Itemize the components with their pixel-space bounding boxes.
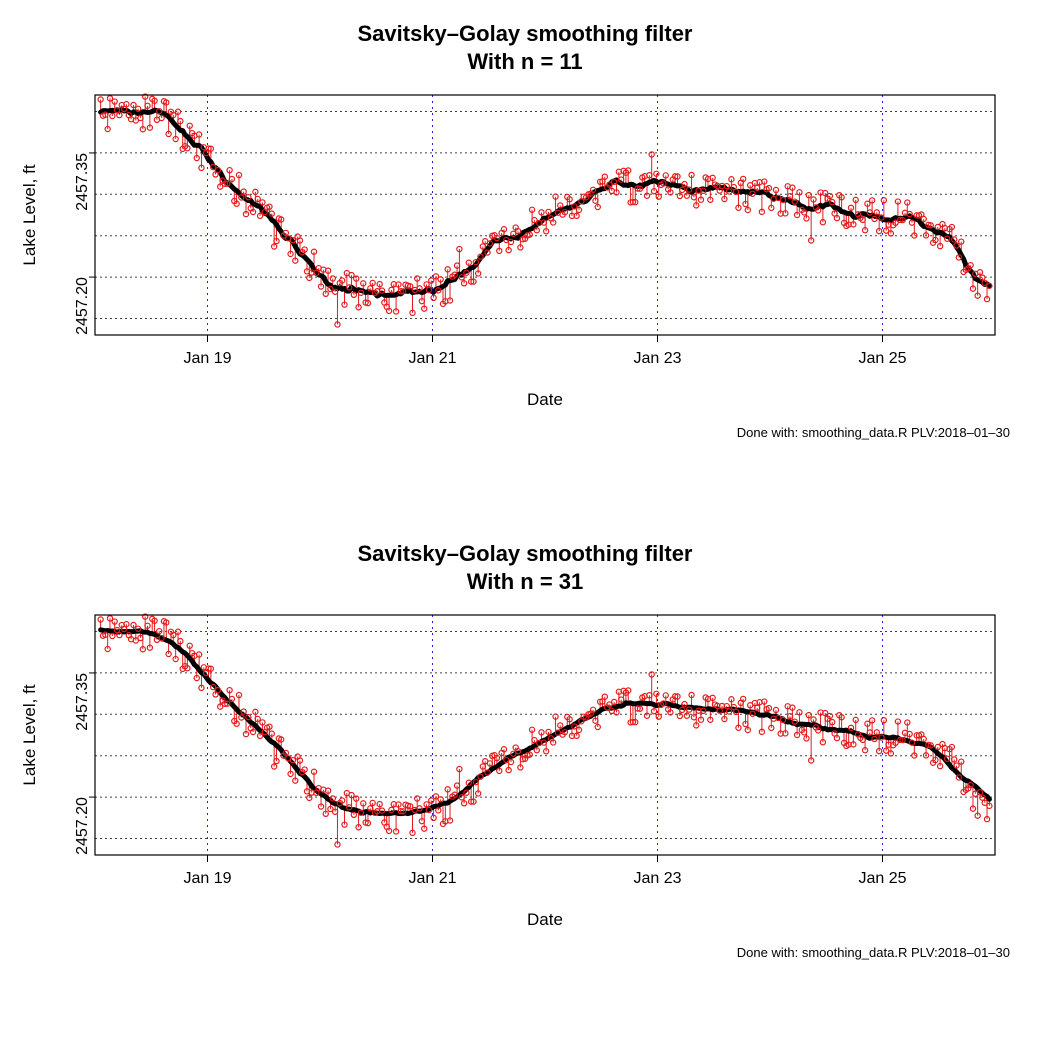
top-chart-svg: 2457.20 2457.35 Lake Level, ft Jan 19 Jan 21… (0, 75, 1025, 425)
svg-text:2457.35: 2457.35 (74, 153, 91, 211)
bottom-title-line1: Savitsky–Golay smoothing filter (0, 540, 1050, 568)
svg-text:Jan 25: Jan 25 (858, 350, 906, 367)
svg-text:Jan 23: Jan 23 (633, 350, 681, 367)
top-title-line2: With n = 11 (0, 48, 1050, 76)
bottom-caption: Done with: smoothing_data.R PLV:2018–01–… (0, 945, 1050, 960)
svg-text:Jan 19: Jan 19 (183, 350, 231, 367)
svg-text:2457.20: 2457.20 (74, 797, 91, 855)
panel-top: Savitsky–Golay smoothing filter With n =… (0, 0, 1050, 530)
figure: Savitsky–Golay smoothing filter With n =… (0, 0, 1050, 1050)
svg-text:Jan 21: Jan 21 (408, 350, 456, 367)
top-title-line1: Savitsky–Golay smoothing filter (0, 20, 1050, 48)
panel-bottom: Savitsky–Golay smoothing filter With n =… (0, 530, 1050, 1050)
bottom-title: Savitsky–Golay smoothing filter With n =… (0, 540, 1050, 595)
svg-text:Jan 25: Jan 25 (858, 870, 906, 887)
bottom-chart-svg: 2457.20 2457.35 Lake Level, ft Jan 19 Jan 21… (0, 595, 1025, 945)
top-title: Savitsky–Golay smoothing filter With n =… (0, 20, 1050, 75)
svg-text:Date: Date (527, 390, 563, 409)
svg-text:Date: Date (527, 910, 563, 929)
svg-text:Lake Level, ft: Lake Level, ft (20, 164, 39, 265)
svg-text:2457.35: 2457.35 (74, 673, 91, 731)
svg-text:Jan 23: Jan 23 (633, 870, 681, 887)
svg-text:Lake Level, ft: Lake Level, ft (20, 684, 39, 785)
bottom-title-line2: With n = 31 (0, 568, 1050, 596)
svg-text:Jan 21: Jan 21 (408, 870, 456, 887)
top-caption: Done with: smoothing_data.R PLV:2018–01–… (0, 425, 1050, 440)
svg-text:2457.20: 2457.20 (74, 277, 91, 335)
svg-text:Jan 19: Jan 19 (183, 870, 231, 887)
